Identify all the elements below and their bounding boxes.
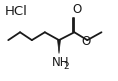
Text: HCl: HCl — [5, 5, 28, 18]
Text: O: O — [72, 3, 81, 16]
Text: 2: 2 — [63, 62, 69, 71]
Polygon shape — [58, 40, 60, 53]
Text: O: O — [81, 35, 90, 48]
Text: NH: NH — [52, 56, 69, 69]
